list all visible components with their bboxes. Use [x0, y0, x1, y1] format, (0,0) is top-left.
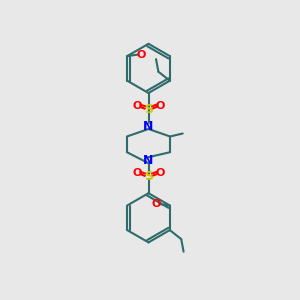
Text: O: O	[155, 101, 165, 111]
Text: S: S	[144, 170, 153, 183]
Text: O: O	[136, 50, 146, 60]
Text: O: O	[152, 199, 161, 209]
Text: N: N	[143, 154, 154, 167]
Text: N: N	[143, 119, 154, 133]
Text: O: O	[155, 168, 165, 178]
Text: O: O	[132, 101, 142, 111]
Text: O: O	[132, 168, 142, 178]
Text: S: S	[144, 103, 153, 116]
